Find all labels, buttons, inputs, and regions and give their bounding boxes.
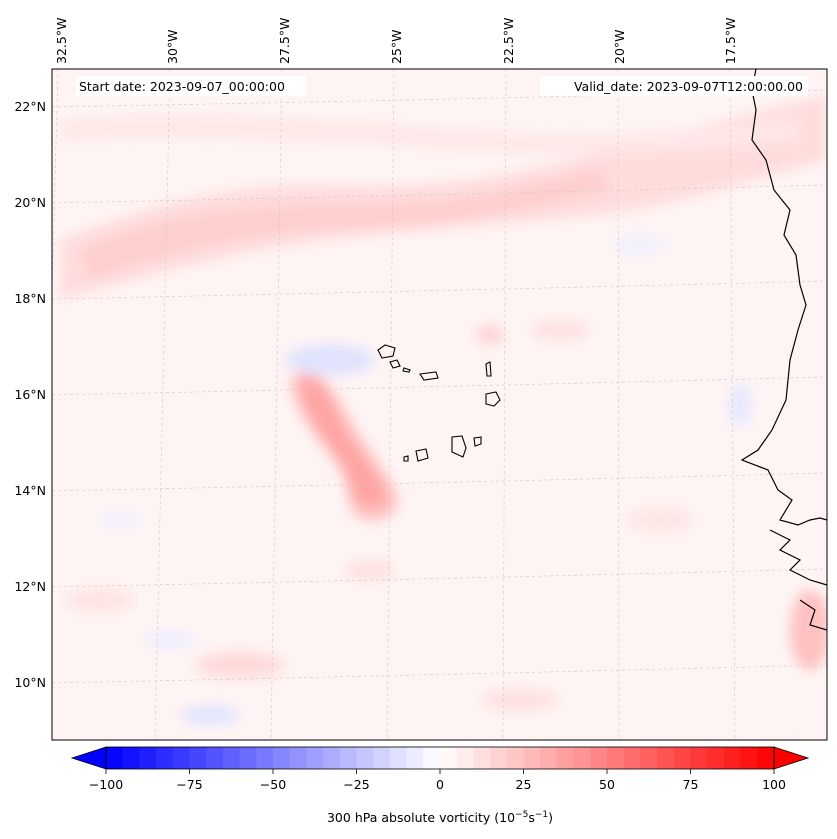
longitude-labels: 32.5°W 30°W 27.5°W 25°W 22.5°W 20°W 17.5… [54, 18, 738, 64]
start-date-banner [76, 76, 306, 96]
colorbar-tick-label: −75 [176, 777, 202, 792]
colorbar-swatch [523, 747, 541, 769]
colorbar-swatch [556, 747, 575, 769]
vorticity-field [52, 69, 827, 740]
lat-label: 18°N [14, 291, 46, 306]
colorbar-swatch [139, 747, 157, 769]
colorbar-swatch [540, 747, 558, 769]
colorbar-swatch [456, 747, 474, 769]
lon-label: 20°W [612, 29, 627, 64]
colorbar-min-extend [70, 746, 107, 770]
colorbar-swatch [573, 747, 591, 769]
graticule [52, 69, 827, 740]
colorbar-swatch [673, 747, 692, 769]
colorbar-swatch [473, 747, 491, 769]
colorbar-swatch [723, 747, 742, 769]
lon-label: 17.5°W [723, 18, 738, 64]
coastline [740, 69, 827, 631]
colorbar-tick-label: 25 [516, 777, 532, 792]
colorbar-tick-labels: −100 −75 −50 −25 0 25 50 75 100 [89, 777, 786, 792]
colorbar-swatches [106, 747, 775, 769]
colorbar-swatch [707, 747, 725, 769]
colorbar-swatch [506, 747, 525, 769]
lat-label: 10°N [14, 675, 46, 690]
colorbar-swatch [389, 747, 408, 769]
lat-label: 20°N [14, 195, 46, 210]
colorbar: −100 −75 −50 −25 0 25 50 75 100 300 hPa … [70, 746, 810, 825]
colorbar-swatch [239, 747, 257, 769]
colorbar-swatch [222, 747, 241, 769]
colorbar-swatch [607, 747, 625, 769]
colorbar-swatch [323, 747, 341, 769]
lon-label: 30°W [165, 29, 180, 64]
colorbar-swatch [690, 747, 708, 769]
colorbar-tick-label: 50 [599, 777, 615, 792]
colorbar-swatch [640, 747, 658, 769]
colorbar-swatch [623, 747, 641, 769]
colorbar-swatch [740, 747, 758, 769]
colorbar-tick-label: 0 [436, 777, 444, 792]
colorbar-tick-label: −50 [260, 777, 286, 792]
colorbar-tick-label: −100 [89, 777, 123, 792]
lon-label: 22.5°W [501, 18, 516, 64]
colorbar-swatch [339, 747, 358, 769]
colorbar-swatch [590, 747, 608, 769]
colorbar-swatch [406, 747, 424, 769]
lat-label: 12°N [14, 579, 46, 594]
colorbar-tick-label: 75 [683, 777, 699, 792]
colorbar-tick-label: −25 [343, 777, 369, 792]
colorbar-ticks [105, 769, 775, 774]
colorbar-swatch [289, 747, 307, 769]
lon-label: 25°W [389, 29, 404, 64]
cape-verde-islands [377, 344, 501, 462]
lat-label: 22°N [14, 99, 46, 114]
valid-date-label: Valid_date: 2023-09-07T12:00:00.00 [574, 79, 803, 94]
colorbar-swatch [256, 747, 274, 769]
lon-label: 27.5°W [277, 18, 292, 64]
colorbar-swatch [356, 747, 374, 769]
latitude-labels: 22°N 20°N 18°N 16°N 14°N 12°N 10°N [14, 99, 46, 690]
colorbar-max-extend [773, 746, 810, 770]
colorbar-swatch [757, 747, 775, 769]
colorbar-swatch [440, 747, 458, 769]
colorbar-swatch [189, 747, 207, 769]
colorbar-swatch [490, 747, 508, 769]
valid-date-banner [540, 76, 808, 96]
colorbar-swatch [156, 747, 174, 769]
colorbar-swatch [206, 747, 224, 769]
colorbar-swatch [106, 747, 124, 769]
colorbar-swatch [172, 747, 191, 769]
lon-label: 32.5°W [54, 18, 69, 64]
colorbar-tick-label: 100 [762, 777, 786, 792]
colorbar-swatch [122, 747, 140, 769]
lat-label: 16°N [14, 387, 46, 402]
lat-label: 14°N [14, 483, 46, 498]
colorbar-swatch [273, 747, 291, 769]
colorbar-swatch [657, 747, 675, 769]
colorbar-label: 300 hPa absolute vorticity (10−5s−1) [327, 810, 553, 825]
map-frame [51, 68, 828, 741]
start-date-label: Start date: 2023-09-07_00:00:00 [79, 79, 285, 94]
colorbar-swatch [373, 747, 391, 769]
colorbar-swatch [423, 747, 441, 769]
colorbar-swatch [306, 747, 324, 769]
